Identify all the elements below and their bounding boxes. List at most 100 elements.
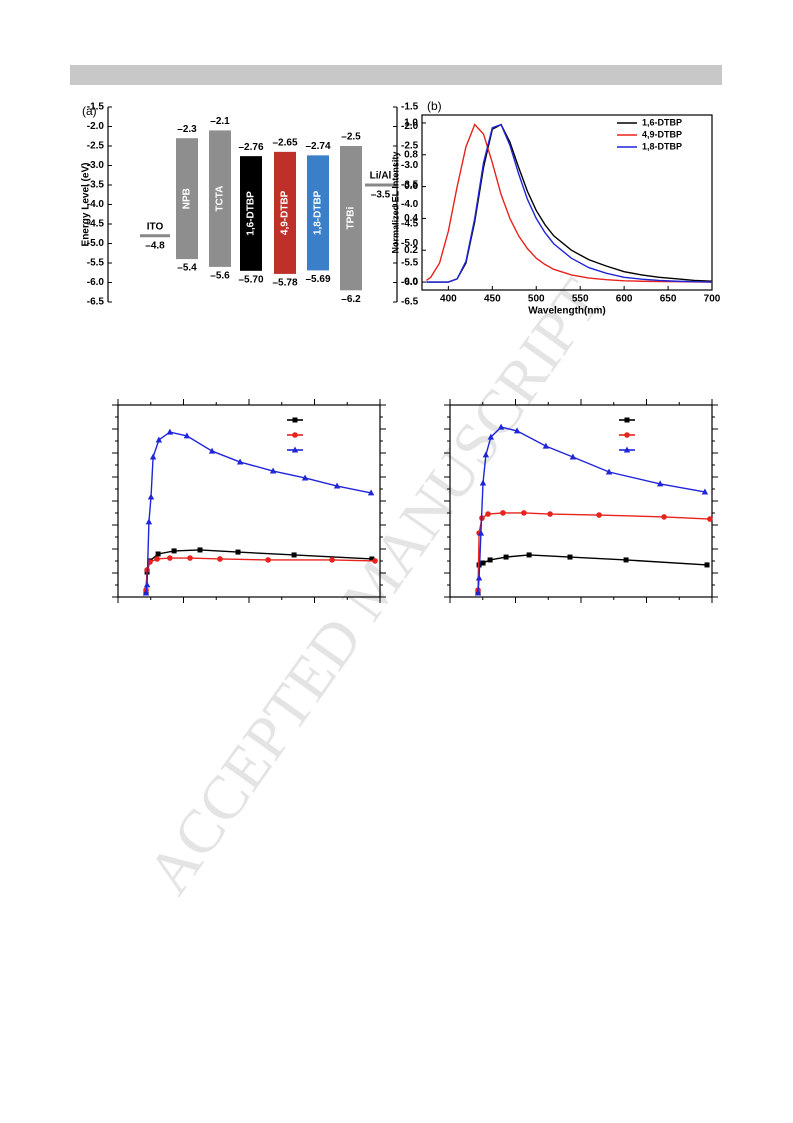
marker [291,552,297,558]
y2-tick-label: -2.0 [401,121,419,132]
y2-tick-label: -1.5 [401,102,419,113]
marker [477,529,485,536]
marker [704,562,710,568]
marker [197,547,203,553]
y-axis-label: Normalized EL Intensity [390,152,400,254]
y2-tick-label: -6.5 [401,297,419,308]
layer-bar [209,130,231,267]
marker [623,557,629,563]
legend-marker [291,446,299,453]
y2-tick-label: -5.5 [401,258,419,269]
y2-tick-label: -2.5 [401,141,419,152]
marker [167,555,173,561]
y-tick-label: -2.5 [87,141,105,152]
layer-lumo-label: –2.1 [210,116,230,127]
marker [217,556,223,562]
layer-bar [274,151,296,274]
x-tick-label: 550 [572,294,589,305]
y-tick-label: -2.0 [87,121,105,132]
y-tick-label: 1.0 [404,118,418,129]
marker [474,589,482,596]
legend-marker [624,417,630,423]
y-tick-label: -4.5 [87,219,105,230]
panel-label: (a) [82,104,97,118]
panel-label: (b) [427,99,442,113]
y-tick-label: -1.5 [87,102,105,113]
marker [333,482,341,489]
layer-name: TCTA [215,186,226,212]
y-tick-label: -3.0 [87,160,105,171]
y-tick-label: -5.5 [87,258,105,269]
electrode-name: ITO [147,221,164,232]
marker [497,423,505,430]
layer-homo-label: –5.70 [238,274,263,285]
marker [482,451,490,458]
electrode-name: Li/Al [370,171,392,182]
marker [569,453,577,460]
layer-homo-label: –5.78 [272,278,297,289]
x-tick-label: 450 [484,294,501,305]
electrode-value: –3.5 [371,190,391,201]
marker [487,557,493,563]
marker [329,557,335,563]
watermark: ACCEPTED MANUSCRIPT [135,267,616,906]
x-tick-label: 400 [440,294,457,305]
layer-lumo-label: –2.5 [341,132,361,143]
marker [707,516,713,522]
electrode-value: –4.8 [145,240,165,251]
plot-frame [117,404,381,598]
x-tick-label: 650 [660,294,677,305]
marker [661,514,667,520]
marker [154,556,160,562]
marker [147,559,153,565]
marker [369,556,375,562]
x-axis-label: Wavelength(nm) [528,306,605,317]
layer-name: 4,9-DTBP [280,190,291,235]
layer-name: 1,6-DTBP [246,191,257,236]
layer-lumo-label: –2.74 [305,141,330,152]
x-tick-label: 500 [528,294,545,305]
marker [367,489,375,496]
layer-name: NPB [182,188,193,209]
legend-marker [292,432,298,438]
y-tick-label: -3.5 [87,180,105,191]
marker [145,518,153,525]
marker [503,554,509,560]
legend-marker [624,432,630,438]
marker [183,432,191,439]
series-line [426,123,713,283]
y-tick-label: 0.4 [404,213,418,224]
layer-bar [307,155,329,271]
layer-lumo-label: –2.3 [177,124,197,135]
y-tick-label: 0.0 [404,277,418,288]
marker [147,493,155,500]
marker [155,436,163,443]
y2-tick-label: -6.0 [401,277,419,288]
layer-lumo-label: –2.65 [272,137,297,148]
marker [269,467,277,474]
marker [500,510,506,516]
marker [596,512,602,518]
y-tick-label: 0.6 [404,181,418,192]
legend-label: 1,8-DTBP [642,141,682,151]
marker [513,427,521,434]
marker [155,551,161,557]
header-bar [70,65,722,85]
marker [485,511,491,517]
y-tick-label: -6.0 [87,277,105,288]
marker [265,557,271,563]
marker [208,447,216,454]
marker [475,574,483,581]
layer-homo-label: –5.4 [177,263,197,274]
marker [171,548,177,554]
marker [301,474,309,481]
series-line [145,431,372,594]
marker [487,433,495,440]
marker [187,555,193,561]
layer-bar [176,138,198,260]
y2-tick-label: -3.0 [401,160,419,171]
y-tick-label: -4.0 [87,199,105,210]
layer-homo-label: –6.2 [341,294,361,305]
